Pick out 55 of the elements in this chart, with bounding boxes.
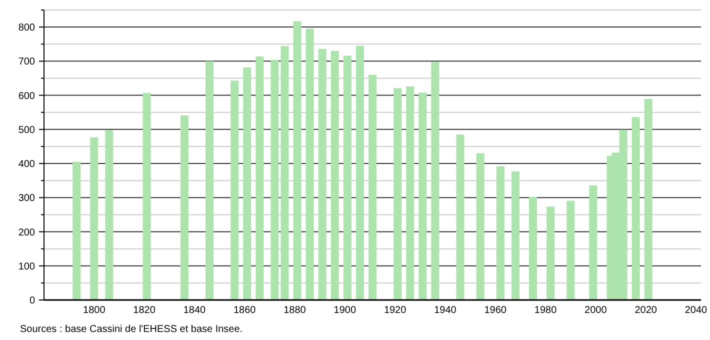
bar: [406, 86, 414, 300]
bar: [318, 48, 326, 300]
x-tick-label: 1820: [133, 305, 156, 316]
bar: [142, 92, 151, 300]
bar: [180, 115, 188, 300]
bar: [456, 134, 464, 300]
x-tick-label: 2000: [584, 305, 608, 316]
x-tick-label: 1880: [284, 305, 306, 316]
y-tick-label: 600: [18, 90, 36, 102]
source-note: Sources : base Cassini de l'EHESS et base Insee.: [20, 324, 243, 335]
y-tick-label: 200: [18, 227, 36, 238]
bar: [356, 46, 364, 300]
bar: [230, 80, 239, 300]
x-tick-label: 1940: [434, 305, 457, 316]
bar: [632, 117, 640, 300]
y-tick-label: 300: [18, 193, 36, 204]
x-tick-label: 1800: [83, 305, 106, 316]
bar: [243, 67, 252, 300]
bar: [293, 21, 302, 300]
bar: [256, 56, 264, 300]
bar: [511, 171, 520, 300]
bar: [90, 137, 98, 300]
bar: [566, 200, 575, 300]
y-tick-label: 0: [29, 296, 36, 306]
bar: [330, 50, 339, 300]
bar: [306, 28, 314, 300]
bar: [528, 196, 537, 300]
bar: [105, 130, 114, 300]
bar: [343, 56, 352, 300]
bar: [589, 185, 598, 300]
bar: [280, 46, 289, 300]
bar: [368, 74, 376, 300]
bar: [476, 153, 484, 300]
bar: [72, 162, 81, 300]
bar: [496, 166, 504, 300]
bar: [431, 62, 440, 300]
bar: [644, 99, 652, 300]
bar: [394, 88, 402, 300]
x-tick-label: 1900: [334, 305, 356, 316]
bar: [546, 206, 555, 300]
y-tick-label: 500: [18, 124, 36, 136]
x-tick-label: 2020: [634, 305, 658, 316]
x-tick-label: 1860: [233, 305, 256, 316]
bar: [418, 92, 427, 300]
x-tick-label: 1980: [534, 305, 558, 316]
y-tick-label: 100: [18, 261, 36, 272]
y-tick-label: 700: [18, 56, 36, 68]
x-tick-label: 1920: [384, 305, 407, 316]
y-tick-label: 400: [18, 159, 36, 170]
x-tick-label: 2040: [684, 305, 708, 316]
x-tick-label: 1960: [484, 305, 507, 316]
bar: [270, 60, 279, 300]
y-tick-label: 800: [18, 22, 36, 34]
x-tick-label: 1840: [183, 305, 206, 316]
bar: [206, 61, 214, 300]
